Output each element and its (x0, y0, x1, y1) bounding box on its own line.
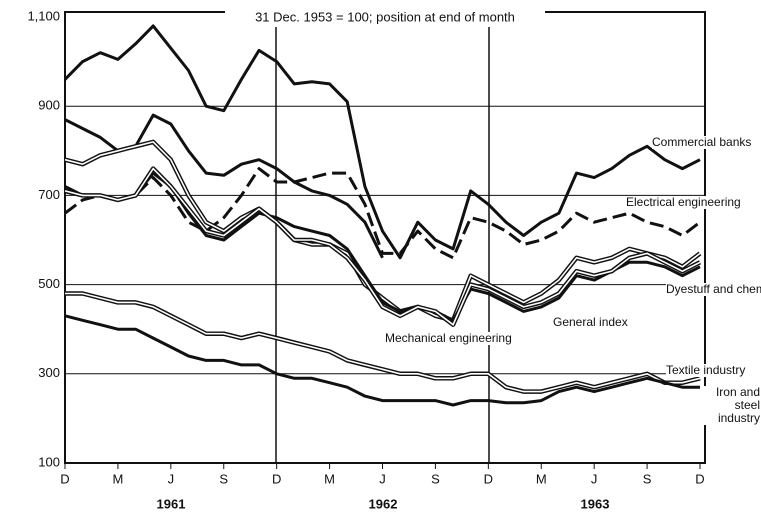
series-label: Mechanical engineering (385, 331, 512, 345)
y-tick-label: 300 (38, 365, 60, 380)
x-tick-label: S (431, 471, 440, 486)
x-tick-label: S (219, 471, 228, 486)
year-label: 1961 (157, 496, 186, 511)
title-bg (225, 9, 545, 27)
series-line-core (65, 292, 701, 393)
y-tick-label: 500 (38, 276, 60, 291)
series-line (64, 167, 701, 260)
series-label: Textile industry (666, 363, 746, 377)
x-tick-label: M (536, 471, 547, 486)
year-label: 1963 (581, 496, 610, 511)
series-line-core (64, 167, 701, 326)
chart-title: 31 Dec. 1953 = 100; position at end of m… (255, 9, 515, 24)
x-tick-label: J (591, 471, 598, 486)
series-label: General index (553, 315, 628, 329)
x-tick-label: S (643, 471, 652, 486)
series-line (63, 24, 701, 260)
x-tick-label: M (112, 471, 123, 486)
x-tick-label: D (695, 471, 704, 486)
series-line (64, 314, 700, 407)
x-tick-label: D (484, 471, 493, 486)
x-tick-label: D (272, 471, 281, 486)
y-tick-label: 900 (38, 98, 60, 113)
year-label: 1962 (369, 496, 398, 511)
series-label: Electrical engineering (626, 195, 741, 209)
series-label: Iron and steel industry (704, 386, 760, 425)
x-tick-label: M (324, 471, 335, 486)
y-tick-label: 700 (38, 187, 60, 202)
x-tick-label: J (168, 471, 175, 486)
y-tick-label: 100 (38, 454, 60, 469)
series-label: Dyestuff and chemical shares (666, 283, 761, 296)
x-tick-label: J (379, 471, 386, 486)
series-label: Commercial banks (652, 135, 752, 149)
y-tick-label: 1,100 (27, 8, 60, 23)
series-line-core (64, 141, 701, 322)
x-tick-label: D (60, 471, 69, 486)
